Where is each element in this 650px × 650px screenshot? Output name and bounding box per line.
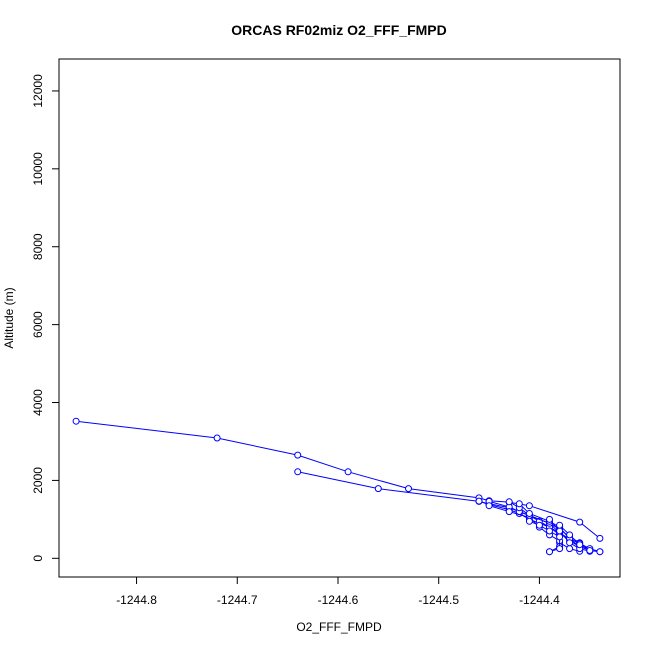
data-point (294, 468, 302, 476)
data-point (405, 485, 412, 493)
data-point (344, 468, 352, 476)
data-point (566, 545, 574, 553)
x-axis: -1244.8 -1244.7 -1244.6 -1244.5 -1244.4 (116, 576, 560, 607)
y-axis-label: Altitude (m) (2, 287, 16, 348)
x-tick-label: -1244.4 (519, 593, 560, 607)
data-point (505, 508, 513, 516)
data-point (556, 527, 564, 535)
data-point (586, 547, 594, 554)
data-point (576, 518, 584, 526)
data-point (72, 417, 80, 425)
chart-title: ORCAS RF02miz O2_FFF_FMPD (231, 22, 446, 38)
x-tick-label: -1244.8 (116, 593, 157, 607)
data-point (556, 521, 564, 529)
data-point (546, 527, 553, 535)
y-tick-label: 6000 (31, 311, 45, 338)
y-tick-label: 10000 (31, 152, 45, 186)
data-point (294, 451, 302, 459)
data-point (485, 502, 493, 510)
x-axis-label: O2_FFF_FMPD (296, 620, 382, 634)
data-point (546, 515, 553, 523)
data-point (576, 541, 584, 549)
data-point (374, 485, 382, 493)
data-point (505, 498, 513, 506)
data-point (525, 517, 533, 525)
data-point (596, 548, 604, 556)
data-point (535, 521, 543, 529)
data-point (596, 534, 604, 542)
y-tick-label: 0 (31, 555, 45, 562)
data-point (475, 497, 483, 505)
data-point (525, 502, 533, 510)
data-point (515, 500, 523, 508)
series-layer (72, 417, 604, 556)
y-tick-label: 8000 (31, 233, 45, 260)
y-axis: 0 2000 4000 6000 8000 10000 12000 (31, 74, 60, 562)
data-point (213, 434, 221, 442)
x-tick-label: -1244.7 (217, 593, 258, 607)
series-line-10 (559, 524, 591, 551)
data-point (525, 510, 533, 517)
y-tick-label: 2000 (31, 467, 45, 494)
data-point (566, 531, 574, 539)
y-tick-label: 12000 (31, 74, 45, 108)
data-point (556, 533, 564, 541)
x-tick-label: -1244.5 (418, 593, 459, 607)
data-point (546, 548, 553, 556)
data-point (556, 545, 564, 553)
y-tick-label: 4000 (31, 389, 45, 416)
data-point (566, 539, 574, 547)
x-tick-label: -1244.6 (318, 593, 359, 607)
